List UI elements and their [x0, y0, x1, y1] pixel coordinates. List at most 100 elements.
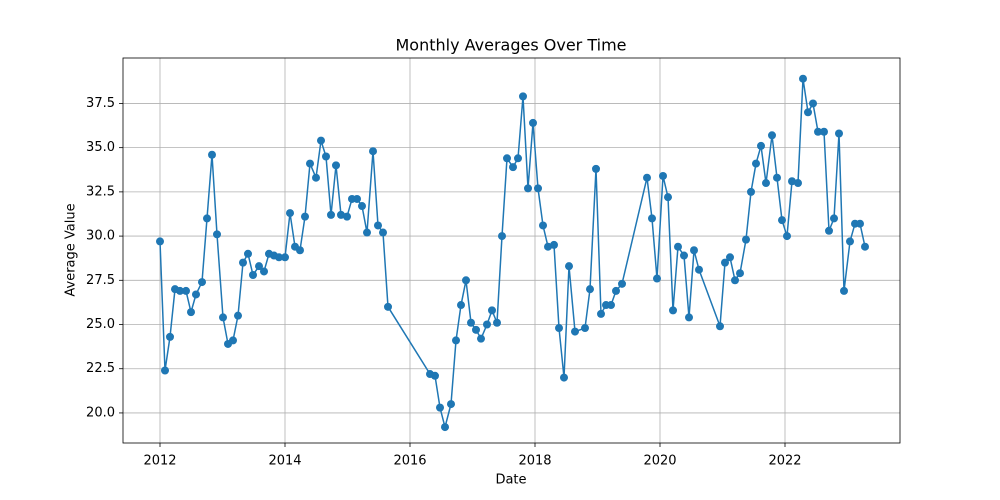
data-point	[327, 210, 335, 219]
data-point	[814, 127, 822, 136]
data-point	[379, 228, 387, 237]
data-point	[317, 136, 325, 145]
data-point	[726, 253, 734, 262]
y-tick-label: 25.0	[86, 317, 115, 332]
data-point	[296, 246, 304, 255]
data-point	[550, 240, 558, 249]
data-point	[820, 127, 828, 136]
data-point	[736, 269, 744, 278]
data-point	[462, 276, 470, 285]
data-point	[539, 221, 547, 230]
data-point	[835, 129, 843, 138]
data-point	[783, 232, 791, 241]
axes-frame	[122, 57, 901, 444]
data-point	[166, 332, 174, 341]
data-point	[690, 246, 698, 255]
y-tick-label: 37.5	[86, 96, 115, 111]
data-point	[208, 150, 216, 159]
data-point	[560, 373, 568, 382]
data-point	[752, 159, 760, 168]
data-point	[187, 308, 195, 317]
data-point	[472, 325, 480, 334]
data-point	[519, 92, 527, 101]
data-point	[488, 306, 496, 315]
data-point	[581, 324, 589, 333]
data-point	[156, 237, 164, 246]
data-point	[695, 265, 703, 274]
data-point	[680, 251, 688, 260]
data-point	[353, 194, 361, 203]
data-point	[467, 318, 475, 327]
x-tick-label: 2016	[393, 454, 426, 469]
x-tick-label: 2018	[518, 454, 551, 469]
data-point	[244, 249, 252, 258]
data-point	[643, 173, 651, 182]
data-point	[856, 219, 864, 228]
data-point	[529, 118, 537, 127]
x-axis-label: Date	[495, 473, 526, 488]
data-point	[544, 242, 552, 251]
y-axis-label: Average Value	[64, 203, 79, 296]
data-point	[239, 258, 247, 267]
data-point	[431, 371, 439, 380]
data-point	[213, 230, 221, 239]
data-point	[721, 258, 729, 267]
data-point	[804, 108, 812, 117]
data-point	[773, 173, 781, 182]
data-point	[509, 163, 517, 172]
data-point	[182, 286, 190, 295]
data-point	[534, 184, 542, 193]
data-point	[618, 279, 626, 288]
data-point	[648, 214, 656, 223]
data-point	[483, 320, 491, 329]
data-point	[363, 228, 371, 237]
data-point	[762, 179, 770, 188]
data-point	[571, 327, 579, 336]
data-point	[503, 154, 511, 163]
y-tick-label: 27.5	[86, 273, 115, 288]
data-point	[498, 232, 506, 241]
data-point	[447, 400, 455, 409]
data-point	[669, 306, 677, 315]
data-point	[161, 366, 169, 375]
data-point	[685, 313, 693, 322]
data-point	[281, 253, 289, 262]
data-point	[255, 262, 263, 271]
data-point	[788, 177, 796, 186]
data-point	[384, 302, 392, 311]
data-point	[275, 253, 283, 262]
data-point	[249, 270, 257, 279]
data-point	[747, 187, 755, 196]
data-point	[322, 152, 330, 161]
data-point	[477, 334, 485, 343]
data-point	[809, 99, 817, 108]
data-point	[659, 171, 667, 180]
data-point	[219, 313, 227, 322]
y-tick-label: 35.0	[86, 140, 115, 155]
x-tick-label: 2022	[768, 454, 801, 469]
data-point	[343, 212, 351, 221]
data-point	[592, 164, 600, 173]
data-point	[312, 173, 320, 182]
y-tick-label: 32.5	[86, 184, 115, 199]
data-point	[664, 193, 672, 202]
data-point	[436, 403, 444, 412]
data-point	[840, 286, 848, 295]
data-point	[799, 74, 807, 83]
data-point	[830, 214, 838, 223]
data-point	[586, 285, 594, 294]
x-tick-label: 2020	[643, 454, 676, 469]
data-point	[374, 221, 382, 230]
data-point	[286, 209, 294, 218]
data-point	[565, 262, 573, 271]
data-point	[301, 212, 309, 221]
data-point	[612, 286, 620, 295]
data-point	[514, 154, 522, 163]
data-point	[825, 226, 833, 235]
data-point	[731, 276, 739, 285]
data-point	[493, 318, 501, 327]
data-point	[768, 131, 776, 140]
data-point	[234, 311, 242, 320]
y-tick-label: 22.5	[86, 361, 115, 376]
